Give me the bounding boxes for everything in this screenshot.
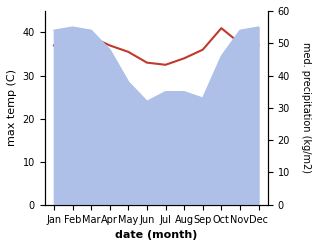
X-axis label: date (month): date (month) [115,230,197,240]
Y-axis label: med. precipitation (kg/m2): med. precipitation (kg/m2) [301,42,311,173]
Y-axis label: max temp (C): max temp (C) [7,69,17,146]
